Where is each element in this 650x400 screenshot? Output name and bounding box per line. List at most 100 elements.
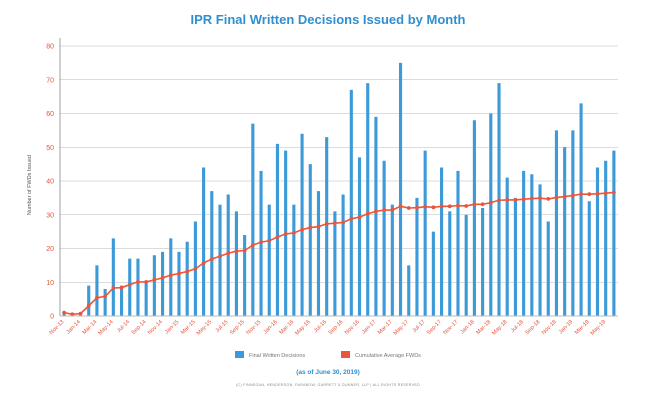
average-marker xyxy=(283,232,288,236)
bar xyxy=(169,238,173,316)
bar xyxy=(448,211,452,316)
bar xyxy=(390,204,394,316)
average-marker xyxy=(242,248,247,253)
bar xyxy=(210,191,214,316)
line-series xyxy=(62,190,616,317)
average-marker xyxy=(144,280,149,284)
bar xyxy=(234,211,238,316)
x-tick-label: Jan-15 xyxy=(164,319,180,335)
bar xyxy=(185,241,189,316)
average-marker xyxy=(218,254,222,259)
x-tick-label: Mar-18 xyxy=(475,319,492,336)
average-marker xyxy=(382,208,387,212)
x-tick-label: May-14 xyxy=(97,319,114,336)
average-marker xyxy=(136,280,140,284)
y-axis-title: Number of FWDs Issued xyxy=(27,155,33,215)
x-tick-label: Jan-14 xyxy=(66,319,82,335)
bar xyxy=(481,208,485,316)
average-marker xyxy=(456,203,460,208)
average-marker xyxy=(554,195,559,200)
average-marker xyxy=(538,196,542,201)
x-tick-label: Sep-18 xyxy=(524,319,541,336)
bar xyxy=(316,191,321,316)
legend-swatch-bars xyxy=(235,351,244,358)
bar xyxy=(144,282,148,316)
average-marker xyxy=(95,295,99,300)
average-marker xyxy=(127,282,132,287)
bar xyxy=(341,194,345,316)
average-marker xyxy=(529,196,534,201)
bar xyxy=(251,123,255,316)
bar xyxy=(472,120,476,316)
bar xyxy=(554,130,559,316)
average-marker xyxy=(324,221,329,226)
bar xyxy=(349,89,353,316)
average-marker xyxy=(250,243,255,248)
x-tick-label: Sep-14 xyxy=(131,319,148,336)
legend-label-line: Cumulative Average FWDs xyxy=(355,353,421,359)
bar xyxy=(464,214,468,316)
bar xyxy=(300,133,304,316)
chart-title: IPR Final Written Decisions Issued by Mo… xyxy=(191,12,466,27)
bar xyxy=(538,184,542,316)
average-marker xyxy=(374,209,378,214)
average-marker xyxy=(275,235,280,239)
y-tick-labels: 0 10 20 30 40 50 60 70 80 xyxy=(46,44,54,321)
bar xyxy=(103,289,107,316)
bar xyxy=(267,204,271,316)
average-marker xyxy=(168,273,173,278)
bar xyxy=(226,194,230,316)
average-marker xyxy=(111,286,116,290)
bar xyxy=(440,167,444,316)
x-tick-label: Sep-17 xyxy=(426,319,443,336)
average-marker xyxy=(349,216,354,221)
bar xyxy=(292,204,296,316)
x-tick-label: Mar-16 xyxy=(279,319,296,336)
x-tick-label: Jan-18 xyxy=(459,319,475,335)
y-tick-label: 60 xyxy=(46,111,54,118)
bar xyxy=(202,167,206,316)
average-marker xyxy=(308,225,313,230)
y-tick-label: 70 xyxy=(46,77,54,84)
x-tick-label: Jan-17 xyxy=(361,319,377,335)
legend-swatch-line xyxy=(341,351,350,358)
x-tick-label: Jan-16 xyxy=(263,319,279,335)
bar xyxy=(456,170,460,316)
average-marker xyxy=(439,204,444,209)
bar xyxy=(333,211,337,316)
x-tick-label: May-18 xyxy=(491,319,508,336)
average-marker xyxy=(447,204,452,209)
average-marker xyxy=(267,238,272,243)
bar xyxy=(275,143,280,316)
average-marker xyxy=(415,205,419,210)
average-marker xyxy=(497,198,501,203)
bar xyxy=(177,251,181,316)
copyright-footer: (C) FINNEGAN, HENDERSON, FARABOW, GARRET… xyxy=(236,383,420,387)
bar xyxy=(612,150,616,316)
bar xyxy=(489,113,493,316)
x-tick-label: May-15 xyxy=(196,319,213,336)
x-tick-label: Nov-15 xyxy=(245,319,262,336)
average-marker xyxy=(86,303,91,308)
average-marker xyxy=(291,231,296,235)
bar xyxy=(579,103,583,316)
average-marker xyxy=(70,312,75,317)
y-tick-label: 10 xyxy=(46,280,54,287)
bar xyxy=(128,258,132,316)
average-marker xyxy=(579,192,583,197)
average-marker xyxy=(513,198,518,202)
x-tick-label: Sep-16 xyxy=(328,319,345,336)
average-marker xyxy=(472,202,477,207)
x-tick-label: Mar-15 xyxy=(180,319,197,336)
x-tick-label: Jul-15 xyxy=(215,319,230,334)
average-marker xyxy=(546,196,551,201)
x-tick-label: Nov-17 xyxy=(442,319,459,336)
y-tick-label: 30 xyxy=(46,212,54,219)
average-marker xyxy=(464,204,469,208)
average-marker xyxy=(234,249,239,254)
bar xyxy=(87,285,91,316)
bar xyxy=(111,238,115,316)
